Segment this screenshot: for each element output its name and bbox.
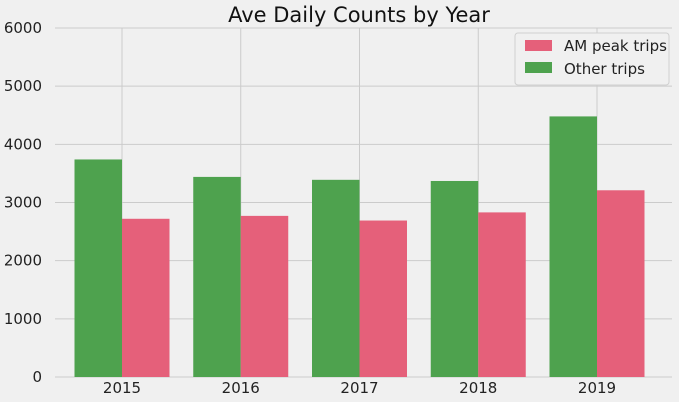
y-tick-label: 3000 (4, 194, 42, 212)
y-tick-label: 6000 (4, 19, 42, 37)
bar-other-trips-2019 (549, 116, 597, 377)
bar-am-peak-trips-2018 (478, 212, 526, 377)
y-tick-label: 5000 (4, 77, 42, 95)
x-tick-label: 2015 (103, 379, 141, 397)
legend: AM peak trips Other trips (514, 32, 670, 86)
bar-other-trips-2017 (312, 179, 360, 377)
x-tick-label: 2016 (222, 379, 260, 397)
legend-swatch-am-peak (525, 40, 552, 51)
bar-other-trips-2018 (430, 180, 479, 377)
bar-am-peak-trips-2017 (359, 220, 407, 377)
x-tick-label: 2018 (459, 379, 497, 397)
legend-label-am-peak: AM peak trips (564, 37, 667, 55)
bars (74, 116, 645, 377)
bar-other-trips-2015 (74, 159, 122, 377)
bar-am-peak-trips-2015 (122, 218, 170, 377)
x-axis-ticks: 2015 2016 2017 2018 2019 (103, 379, 616, 397)
x-tick-label: 2019 (578, 379, 616, 397)
y-axis-ticks: 0 1000 2000 3000 4000 5000 6000 (4, 19, 42, 386)
bar-am-peak-trips-2019 (597, 190, 645, 377)
y-tick-label: 0 (32, 368, 42, 386)
y-tick-label: 1000 (4, 310, 42, 328)
legend-box (514, 32, 670, 86)
legend-label-other: Other trips (564, 60, 645, 78)
legend-swatch-other (525, 62, 552, 73)
y-tick-label: 4000 (4, 135, 42, 153)
chart-title: Ave Daily Counts by Year (228, 3, 490, 27)
y-tick-label: 2000 (4, 252, 42, 270)
bar-other-trips-2016 (193, 176, 241, 377)
x-tick-label: 2017 (340, 379, 378, 397)
bar-am-peak-trips-2016 (240, 215, 289, 377)
